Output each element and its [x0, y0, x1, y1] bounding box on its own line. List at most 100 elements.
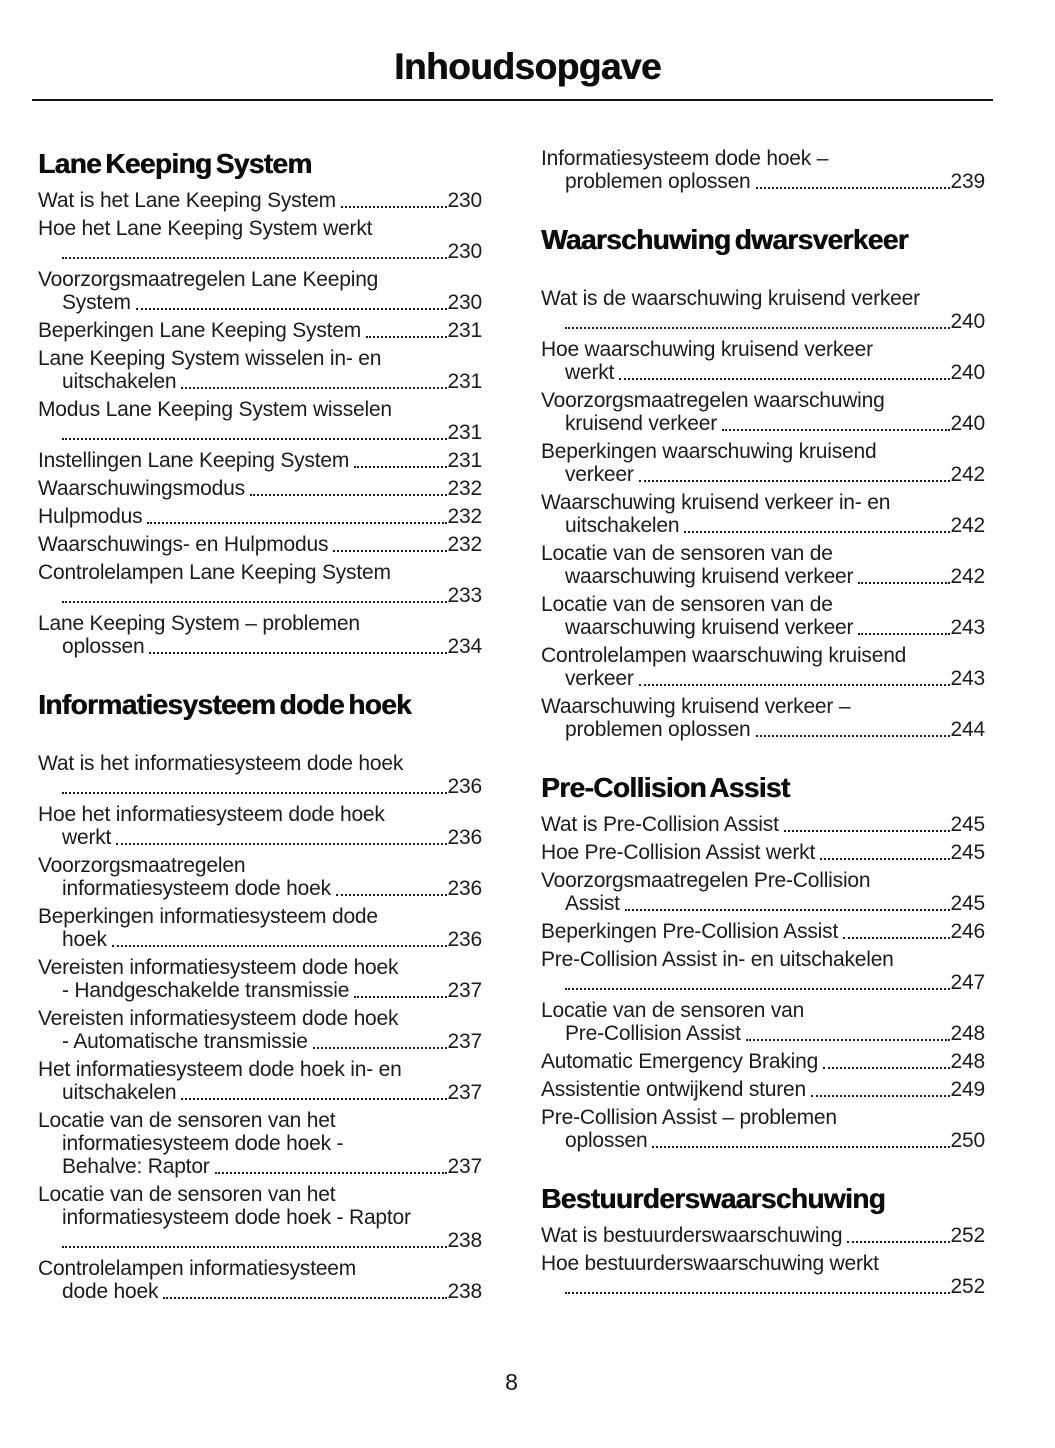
entry-text: Het informatiesysteem dode hoek in- en	[38, 1058, 402, 1081]
entry-text: waarschuwing kruisend verkeer	[565, 616, 854, 639]
toc-entry: Beperkingen Pre-Collision Assist 246	[541, 920, 985, 943]
leader-dots	[755, 187, 950, 189]
toc-line: verkeer 242	[541, 463, 985, 486]
entry-text: - Automatische transmissie	[62, 1030, 308, 1053]
entry-text: Beperkingen informatiesysteem dode	[38, 905, 378, 928]
leader-dots	[783, 830, 950, 832]
toc-entry: Voorzorgsmaatregelen Lane Keeping System 2…	[38, 268, 482, 314]
toc-line: uitschakelen 242	[541, 514, 985, 537]
toc-entry: Hoe het Lane Keeping System werkt 230	[38, 217, 482, 263]
page-ref: 238	[447, 1280, 483, 1303]
toc-entry: Voorzorgsmaatregelen waarschuwing kruisen…	[541, 389, 985, 435]
page-ref: 240	[950, 310, 986, 333]
toc-entry: Instellingen Lane Keeping System 231	[38, 449, 482, 472]
toc-line: Waarschuwing kruisend verkeer –	[541, 695, 985, 718]
entry-text: Waarschuwing kruisend verkeer –	[541, 695, 851, 718]
toc-entry: Pre-Collision Assist – problemen oplossen…	[541, 1106, 985, 1152]
toc-line: Locatie van de sensoren van het	[38, 1109, 482, 1132]
toc-entry: Beperkingen informatiesysteem dode hoek 23…	[38, 905, 482, 951]
entry-text: Vereisten informatiesysteem dode hoek	[38, 956, 399, 979]
toc-line: Het informatiesysteem dode hoek in- en	[38, 1058, 482, 1081]
leader-dots	[619, 378, 950, 380]
toc-line: 236	[38, 775, 482, 798]
leader-dots	[638, 684, 950, 686]
section-heading: Pre-Collision Assist	[541, 772, 790, 803]
section-heading: Waarschuwing dwarsverkeer	[541, 224, 909, 255]
toc-entry: Pre-Collision Assist in- en uitschakelen…	[541, 948, 985, 994]
toc-line: oplossen 234	[38, 635, 482, 658]
toc-line: Assist 245	[541, 892, 985, 915]
toc-line: Voorzorgsmaatregelen Lane Keeping	[38, 268, 482, 291]
entry-text: werkt	[62, 826, 112, 849]
leader-dots	[745, 1039, 950, 1041]
entry-text: Behalve: Raptor	[62, 1155, 210, 1178]
entry-text: Waarschuwingsmodus	[38, 477, 245, 500]
entry-text: Wat is Pre-Collision Assist	[541, 813, 779, 836]
toc-entry: Locatie van de sensoren van het informati…	[38, 1183, 482, 1252]
entry-text: informatiesysteem dode hoek	[62, 877, 331, 900]
leader-dots	[249, 494, 447, 496]
entry-text: Wat is het informatiesysteem dode hoek	[38, 752, 404, 775]
entry-text: oplossen	[62, 635, 145, 658]
entry-text: Pre-Collision Assist	[565, 1022, 741, 1045]
entry-text: Beperkingen Lane Keeping System	[38, 319, 362, 342]
entry-text: Vereisten informatiesysteem dode hoek	[38, 1007, 399, 1030]
toc-line: verkeer 243	[541, 667, 985, 690]
toc-line: Beperkingen informatiesysteem dode	[38, 905, 482, 928]
leader-dots	[565, 988, 950, 990]
page-ref: 239	[950, 170, 986, 193]
toc-line: Wat is Pre-Collision Assist 245	[541, 813, 985, 836]
entry-text: problemen oplossen	[565, 718, 751, 741]
entry-text: Controlelampen waarschuwing kruisend	[541, 644, 907, 667]
entry-text: Assistentie ontwijkend sturen	[541, 1078, 807, 1101]
page-ref: 236	[447, 826, 483, 849]
entry-text: kruisend verkeer	[565, 412, 718, 435]
toc-line: waarschuwing kruisend verkeer 242	[541, 565, 985, 588]
leader-dots	[333, 550, 447, 552]
toc-entry: Locatie van de sensoren van het informati…	[38, 1109, 482, 1178]
entry-text: Locatie van de sensoren van de	[541, 542, 833, 565]
leader-dots	[62, 438, 447, 440]
entry-text: Hoe het Lane Keeping System werkt	[38, 217, 373, 240]
toc-line: hoek 236	[38, 928, 482, 951]
entry-text: dode hoek	[62, 1280, 159, 1303]
toc-entry: Controlelampen Lane Keeping System 233	[38, 561, 482, 607]
leader-dots	[565, 327, 950, 329]
toc-line: Beperkingen waarschuwing kruisend	[541, 440, 985, 463]
page-ref: 242	[950, 463, 986, 486]
toc-entry: Het informatiesysteem dode hoek in- en ui…	[38, 1058, 482, 1104]
toc-line: werkt 240	[541, 361, 985, 384]
toc-line: informatiesysteem dode hoek -	[38, 1132, 482, 1155]
page-ref: 248	[950, 1022, 986, 1045]
entry-text: oplossen	[565, 1129, 648, 1152]
entry-text: problemen oplossen	[565, 170, 751, 193]
page-ref: 230	[447, 291, 483, 314]
leader-dots	[147, 522, 447, 524]
page-ref: 245	[950, 841, 986, 864]
toc-entry: Hoe Pre-Collision Assist werkt 245	[541, 841, 985, 864]
toc-entry: Vereisten informatiesysteem dode hoek - A…	[38, 1007, 482, 1053]
entry-text: verkeer	[565, 463, 634, 486]
toc-line: Assistentie ontwijkend sturen 249	[541, 1078, 985, 1101]
entry-text: Voorzorgsmaatregelen waarschuwing	[541, 389, 885, 412]
toc-line: uitschakelen 231	[38, 370, 482, 393]
page-ref: 231	[447, 319, 483, 342]
entry-text: Locatie van de sensoren van	[541, 999, 805, 1022]
toc-line: Locatie van de sensoren van	[541, 999, 985, 1022]
toc-line: Hoe bestuurderswaarschuwing werkt	[541, 1252, 985, 1275]
toc-line: 252	[541, 1275, 985, 1298]
page-ref: 234	[447, 635, 483, 658]
toc-entry: Informatiesysteem dode hoek – problemen o…	[541, 147, 985, 193]
toc-entry: Beperkingen waarschuwing kruisend verkeer…	[541, 440, 985, 486]
toc-line: Pre-Collision Assist – problemen	[541, 1106, 985, 1129]
toc-entry: Locatie van de sensoren van Pre-Collision…	[541, 999, 985, 1045]
toc-entry: Waarschuwingsmodus 232	[38, 477, 482, 500]
leader-dots	[62, 792, 447, 794]
entry-text: - Handgeschakelde transmissie	[62, 979, 350, 1002]
page-ref: 236	[447, 928, 483, 951]
toc-line: dode hoek 238	[38, 1280, 482, 1303]
title-rule	[32, 99, 993, 101]
entry-text: waarschuwing kruisend verkeer	[565, 565, 854, 588]
toc-line: Hulpmodus 232	[38, 505, 482, 528]
